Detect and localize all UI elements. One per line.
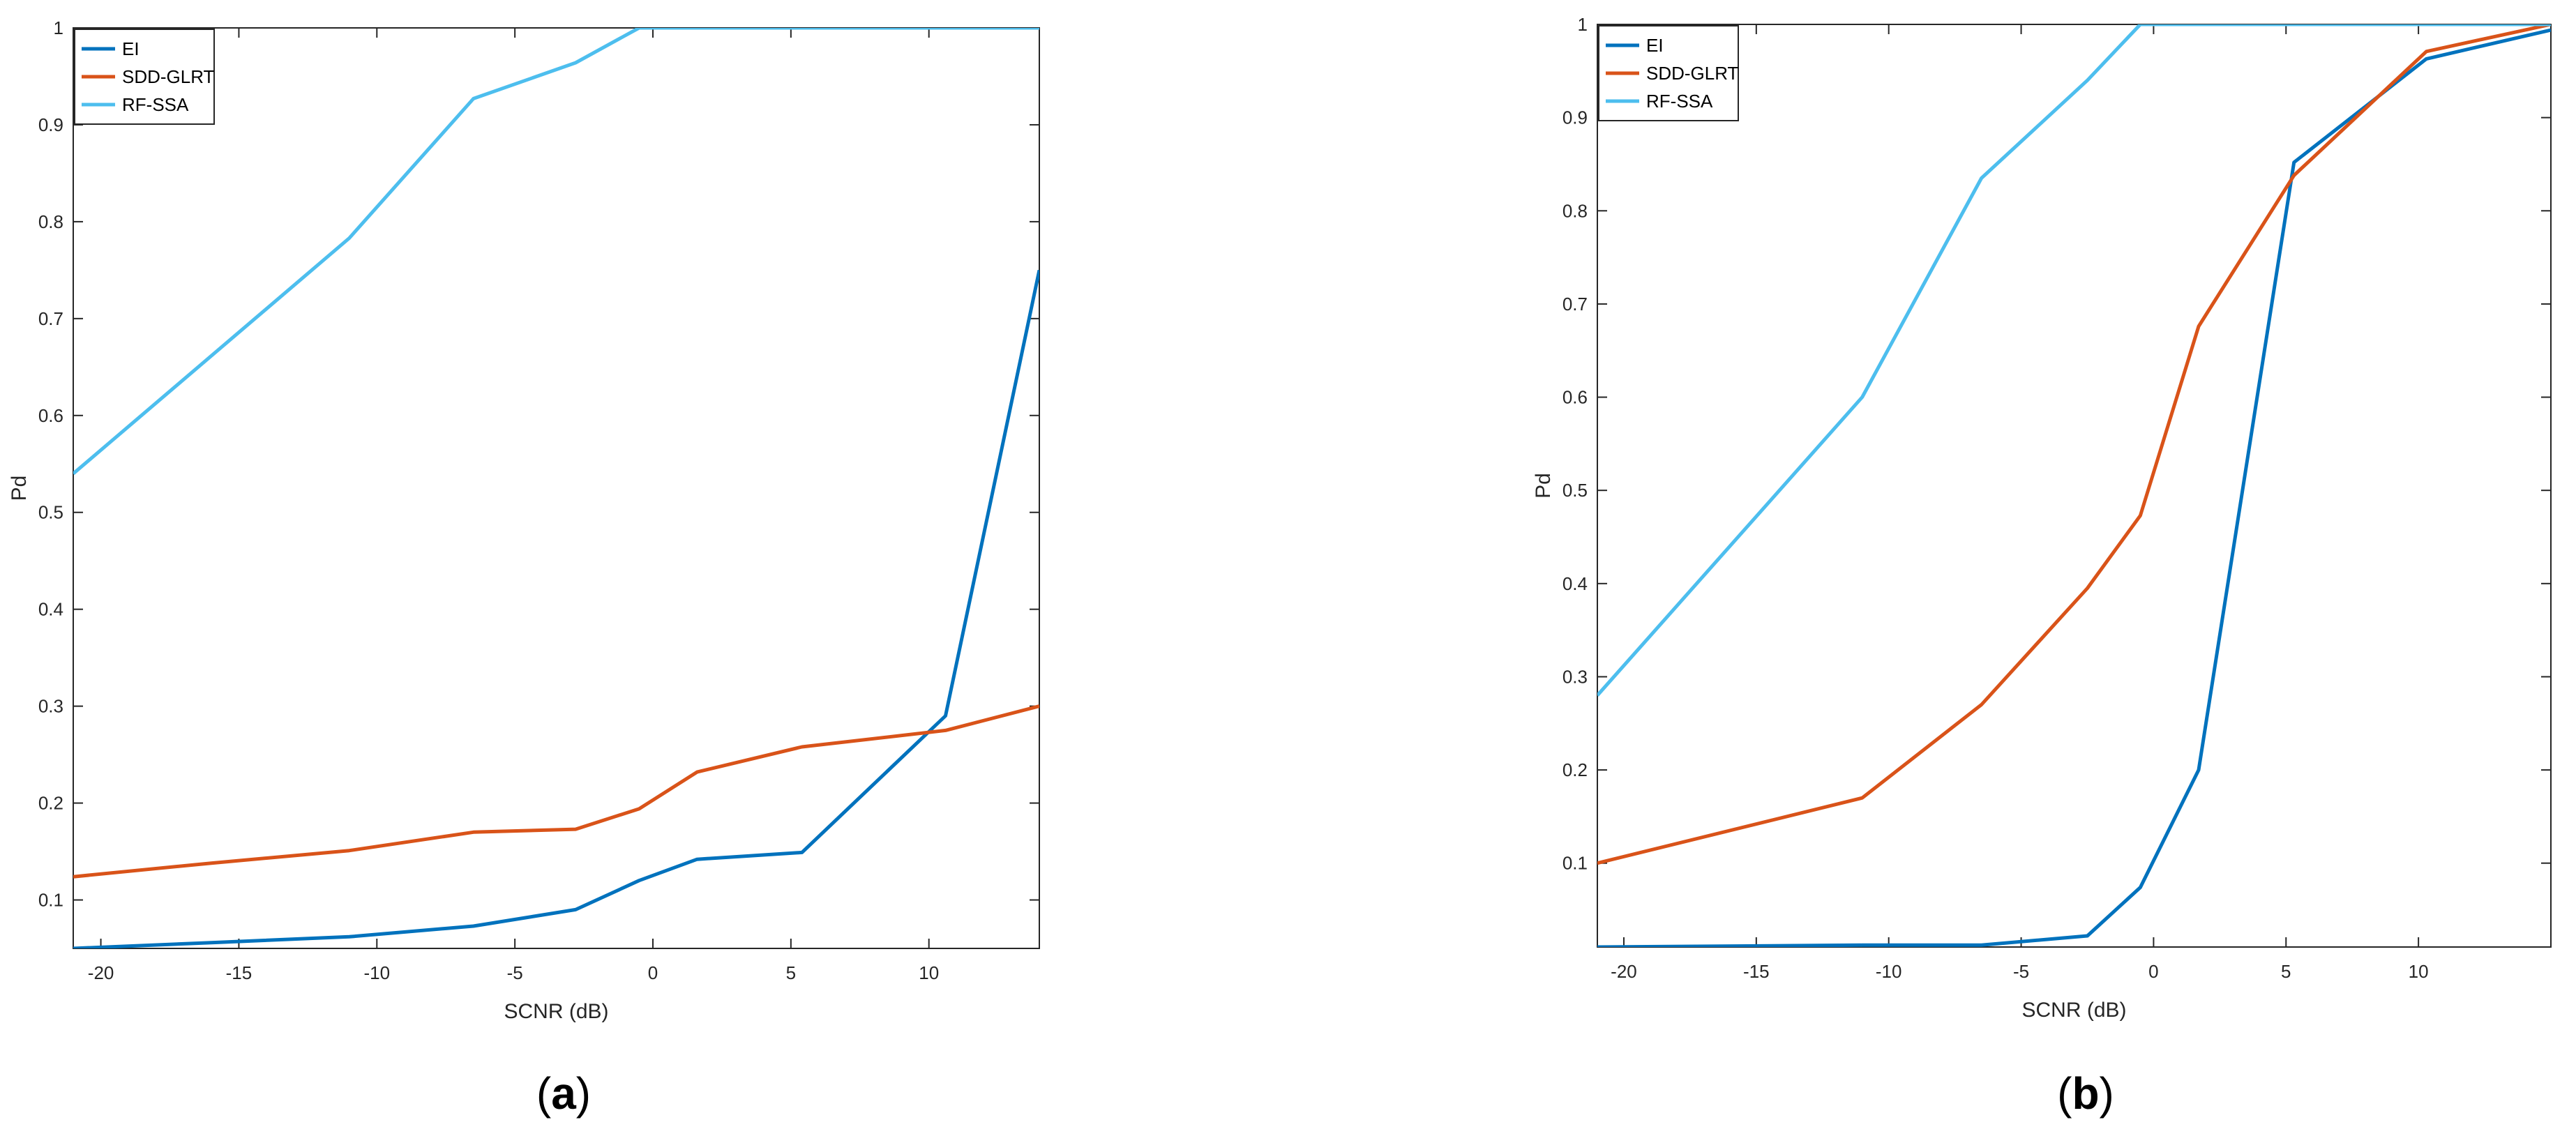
panel-caption-letter: b bbox=[2072, 1068, 2099, 1119]
series-line-rf-ssa bbox=[1597, 24, 2551, 697]
y-tick-label: 1 bbox=[1578, 14, 1588, 35]
legend-label: EI bbox=[1646, 35, 1664, 56]
x-axis-label: SCNR (dB) bbox=[2021, 999, 2126, 1022]
x-tick-label: -15 bbox=[1743, 961, 1770, 982]
plot-area bbox=[73, 27, 1040, 949]
legend-label: RF-SSA bbox=[122, 94, 189, 115]
x-tick-label: 5 bbox=[2281, 961, 2291, 982]
x-tick-label: -20 bbox=[1611, 961, 1637, 982]
panel-caption-letter: a bbox=[551, 1068, 576, 1119]
y-tick-label: 0.5 bbox=[1562, 480, 1588, 501]
y-axis-label: Pd bbox=[8, 476, 31, 501]
chart-panel-a: -20 -15 -10 -5 0 5 10 0.1 0.2 0.3 0.4 0.5 0.6 0.7 0.8 0… bbox=[8, 17, 1040, 1119]
panel-caption: (a) bbox=[536, 1068, 591, 1119]
y-tick-label: 0.1 bbox=[1562, 853, 1588, 874]
y-axis-label: Pd bbox=[1532, 473, 1555, 499]
legend-label: SDD-GLRT bbox=[1646, 63, 1739, 84]
x-tick-label: -5 bbox=[2013, 961, 2029, 982]
y-tick-label: 0.6 bbox=[38, 405, 63, 426]
x-tick-label: 10 bbox=[919, 962, 939, 983]
x-tick-label: -20 bbox=[88, 962, 114, 983]
legend: EI SDD-GLRT RF-SSA bbox=[74, 29, 215, 125]
x-tick-label: 0 bbox=[2148, 961, 2158, 982]
series-line-rf-ssa bbox=[73, 28, 1039, 476]
y-tick-label: 0.7 bbox=[1562, 294, 1588, 315]
legend: EI SDD-GLRT RF-SSA bbox=[1598, 25, 1739, 121]
y-tick-label: 0.6 bbox=[1562, 387, 1588, 408]
y-tick-label: 0.1 bbox=[38, 890, 63, 911]
y-tick-label: 0.5 bbox=[38, 502, 63, 523]
y-tick-label: 0.8 bbox=[38, 211, 63, 232]
x-axis-label: SCNR (dB) bbox=[504, 1000, 608, 1023]
y-tick-label: 0.8 bbox=[1562, 200, 1588, 221]
x-tick-label: 0 bbox=[648, 962, 658, 983]
y-tick-label: 0.2 bbox=[1562, 759, 1588, 780]
x-tick-label: 10 bbox=[2409, 961, 2429, 982]
x-tick-label: -15 bbox=[226, 962, 253, 983]
chart-panel-b: -20 -15 -10 -5 0 5 10 0.1 0.2 0.3 0.4 0.5 0.6 0.7 0.8 0… bbox=[1532, 14, 2552, 1119]
x-tick-label: -5 bbox=[507, 962, 523, 983]
y-tick-label: 0.4 bbox=[1562, 573, 1588, 594]
y-tick-label: 0.3 bbox=[38, 696, 63, 717]
series-line-sdd-glrt bbox=[1597, 24, 2551, 865]
legend-label: SDD-GLRT bbox=[122, 66, 215, 87]
legend-label: RF-SSA bbox=[1646, 91, 1713, 112]
y-tick-label: 0.9 bbox=[1562, 107, 1588, 128]
series-line-sdd-glrt bbox=[73, 704, 1039, 879]
y-tick-label: 0.9 bbox=[38, 114, 63, 135]
x-tick-label: -10 bbox=[363, 962, 390, 983]
y-tick-label: 1 bbox=[54, 17, 63, 38]
legend-label: EI bbox=[122, 38, 140, 59]
x-tick-label: 5 bbox=[786, 962, 796, 983]
series-line-ei bbox=[73, 269, 1039, 948]
x-tick-label: -10 bbox=[1876, 961, 1902, 982]
y-tick-label: 0.2 bbox=[38, 793, 63, 814]
panel-caption: (b) bbox=[2057, 1068, 2114, 1119]
y-tick-label: 0.7 bbox=[38, 308, 63, 329]
plot-area bbox=[1597, 24, 2552, 948]
y-tick-label: 0.4 bbox=[38, 599, 63, 620]
legend-box bbox=[1598, 25, 1739, 121]
y-tick-label: 0.3 bbox=[1562, 666, 1588, 687]
